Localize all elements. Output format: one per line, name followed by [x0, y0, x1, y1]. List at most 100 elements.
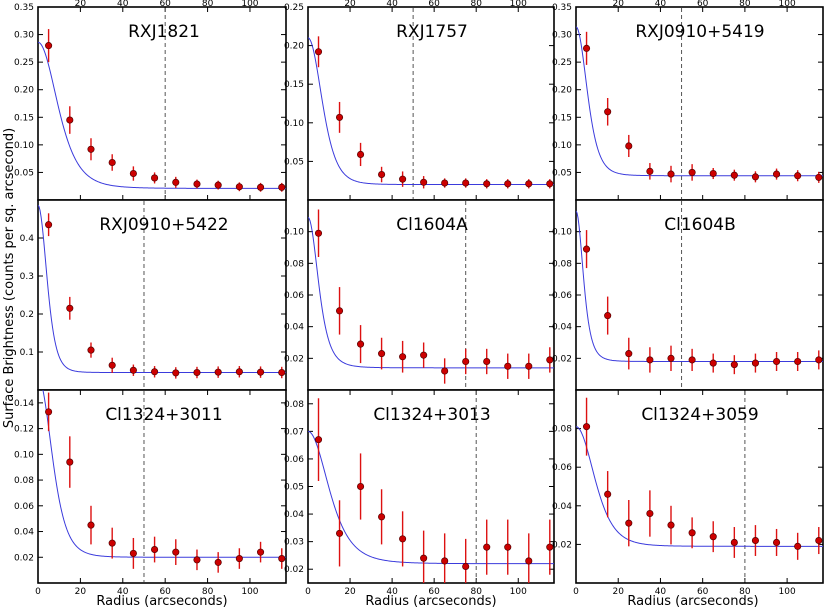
data-point	[646, 356, 654, 364]
data-point	[709, 533, 717, 541]
panel-title: RXJ0910+5419	[635, 22, 764, 42]
y-tick-label: 0.3	[20, 272, 34, 282]
data-point	[378, 513, 386, 521]
data-point	[257, 368, 265, 376]
x-tick-label: 40	[117, 0, 129, 9]
data-point	[335, 529, 344, 537]
x-tick-label: 100	[241, 587, 258, 597]
data-point	[441, 179, 449, 187]
data-point	[235, 555, 243, 563]
data-point	[335, 307, 344, 315]
data-point	[709, 169, 717, 178]
y-tick-label: 0.08	[284, 400, 304, 410]
data-point	[235, 368, 243, 376]
data-point	[483, 357, 491, 366]
data-point	[441, 557, 449, 565]
data-point	[257, 183, 265, 191]
y-tick-label: 0.15	[284, 80, 304, 90]
data-point	[646, 167, 654, 175]
x-tick-label: 100	[241, 0, 258, 9]
data-point	[773, 170, 781, 178]
x-tick-label: 60	[428, 0, 440, 9]
x-tick-label: 80	[739, 0, 751, 9]
data-point	[751, 359, 759, 367]
x-tick-label: 20	[344, 587, 356, 597]
x-axis-label-right: Radius (arcseconds)	[627, 594, 758, 608]
data-point	[66, 304, 74, 312]
data-point	[688, 529, 696, 537]
data-point	[357, 482, 365, 491]
data-point	[151, 368, 159, 376]
y-tick-label: 0.05	[284, 157, 304, 167]
x-tick-label: 20	[75, 0, 87, 9]
data-point	[504, 180, 512, 188]
x-tick-label: 100	[779, 587, 796, 597]
data-point	[45, 221, 53, 229]
data-point	[129, 366, 137, 374]
data-point	[66, 458, 74, 466]
data-point	[87, 346, 95, 354]
data-point	[278, 368, 286, 377]
y-tick-label: 0.25	[552, 58, 572, 68]
data-point	[525, 180, 533, 188]
y-tick-label: 0.05	[14, 168, 34, 178]
panel-3: 0.05 0.10 0.15 0.20 0.25 0.30 0.35 20 40 60 80 100 R…	[552, 0, 824, 201]
data-point	[441, 367, 449, 375]
data-point	[625, 519, 633, 527]
fit-curve	[308, 430, 554, 565]
x-tick-label: 80	[739, 587, 751, 597]
panel-grid: 0.050.100.150.200.250.300.35 20 40 60 80 100R…	[14, 0, 824, 597]
data-point	[172, 178, 180, 186]
y-tick-label: 0.30	[14, 31, 34, 41]
y-tick-label: 0.08	[552, 425, 572, 435]
data-point	[667, 170, 675, 178]
x-tick-label: 40	[386, 587, 398, 597]
data-point	[462, 179, 470, 187]
data-point	[45, 408, 53, 416]
y-tick-label: 0.06	[552, 291, 572, 301]
data-point	[399, 353, 407, 361]
data-point	[815, 173, 823, 181]
data-point	[335, 113, 344, 121]
data-point	[773, 538, 781, 547]
y-tick-label: 0.25	[284, 3, 304, 13]
y-tick-label: 0.02	[284, 565, 304, 575]
data-point	[730, 171, 738, 179]
panel-9: 0.02 0.04 0.06 0.08 0 20 40 60 80 100 Cl1324+3059	[552, 389, 824, 597]
data-point	[66, 116, 74, 124]
data-point	[730, 361, 738, 369]
y-tick-label: 0.30	[552, 31, 572, 41]
y-tick-label: 0.10	[552, 228, 572, 238]
data-point	[314, 436, 323, 444]
data-point	[108, 158, 116, 167]
x-tick-label: 40	[386, 0, 398, 9]
y-tick-label: 0.15	[552, 113, 572, 123]
data-point	[378, 170, 386, 179]
x-tick-label: 100	[510, 587, 527, 597]
data-point	[420, 554, 428, 562]
panel-2: 0.05 0.10 0.15 0.20 0.25 20 40 60 80 100 RXJ1757	[284, 0, 555, 201]
data-point	[773, 357, 781, 366]
y-tick-label: 0.03	[284, 538, 304, 548]
data-point	[214, 558, 222, 566]
data-point	[108, 361, 116, 369]
data-point	[751, 536, 759, 545]
data-point	[108, 539, 116, 547]
y-tick-label: 0.20	[14, 86, 34, 96]
data-point	[546, 180, 554, 188]
x-tick-label: 60	[159, 587, 171, 597]
y-tick-label: 0.20	[552, 86, 572, 96]
y-tick-label: 0.04	[552, 323, 572, 333]
panel-title: Cl1604B	[664, 215, 736, 235]
data-point	[87, 145, 95, 153]
data-point	[45, 42, 53, 50]
y-tick-label: 0.08	[552, 259, 572, 269]
fit-curve	[308, 217, 554, 369]
data-point	[604, 490, 612, 498]
panel-5: 0.02 0.04 0.06 0.08 0.10 Cl1604A	[284, 199, 555, 391]
x-tick-label: 60	[428, 587, 440, 597]
data-point	[257, 548, 265, 556]
data-point	[504, 362, 512, 370]
data-point	[278, 555, 286, 563]
data-point	[583, 245, 591, 253]
